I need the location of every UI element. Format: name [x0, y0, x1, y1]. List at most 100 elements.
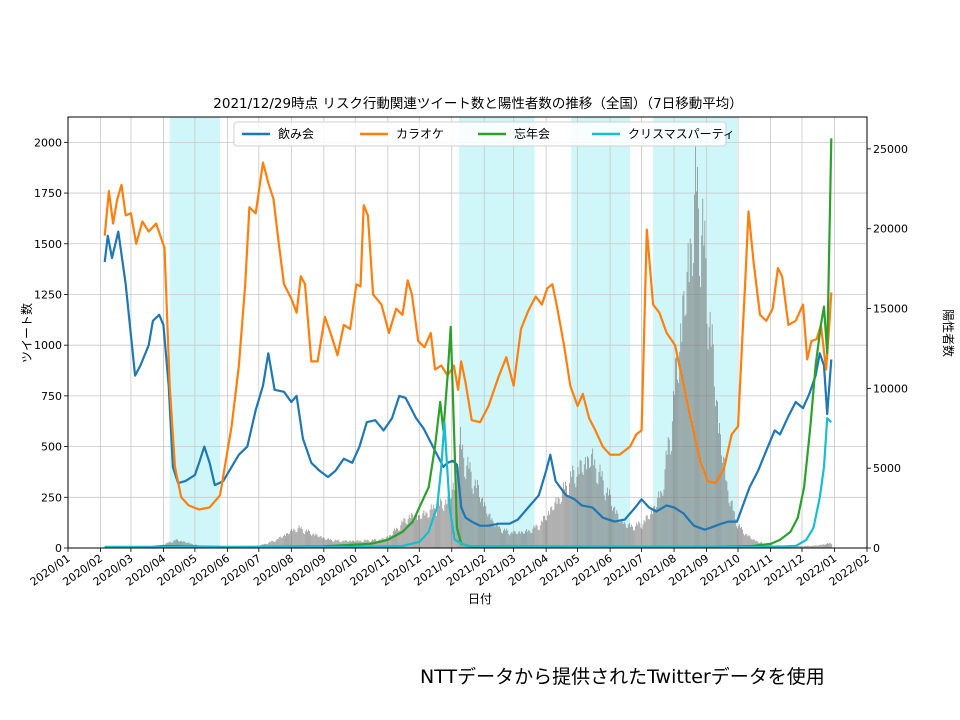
case-bar	[380, 540, 382, 548]
case-bar	[434, 515, 436, 548]
case-bar	[644, 521, 646, 548]
y-tick-label: 750	[41, 390, 62, 403]
case-bar	[830, 543, 832, 548]
case-bar	[470, 471, 472, 548]
case-bar	[270, 541, 272, 548]
case-bar	[606, 487, 608, 548]
case-bar	[695, 146, 696, 549]
case-bar	[180, 541, 181, 548]
case-bar	[692, 263, 694, 548]
case-bar	[395, 530, 396, 548]
case-bar	[313, 533, 315, 548]
case-bar	[377, 541, 379, 548]
y2-tick-label: 10000	[873, 382, 908, 395]
case-bar	[466, 465, 468, 548]
case-bar	[805, 545, 806, 548]
case-bar	[269, 541, 271, 548]
case-bar	[825, 544, 826, 548]
case-bar	[581, 472, 583, 548]
case-bar	[403, 517, 405, 548]
case-bar	[609, 489, 610, 548]
case-bar	[431, 509, 433, 548]
case-bar	[404, 518, 406, 548]
case-bar	[819, 544, 821, 548]
case-bar	[687, 243, 689, 548]
case-bar	[438, 502, 439, 548]
case-bar	[296, 532, 298, 548]
case-bar	[678, 383, 680, 548]
case-bar	[525, 530, 526, 548]
case-bar	[500, 528, 501, 548]
case-bar	[708, 327, 710, 548]
case-bar	[713, 386, 715, 548]
case-bar	[502, 533, 503, 548]
case-bar	[594, 459, 596, 548]
case-bar	[519, 533, 521, 548]
case-bar	[385, 537, 387, 548]
case-bar	[318, 537, 320, 548]
case-bar	[433, 508, 435, 548]
case-bar	[632, 526, 633, 548]
y-tick-label: 0	[55, 542, 62, 555]
case-bar	[725, 480, 727, 548]
case-bar	[308, 529, 309, 548]
case-bar	[535, 524, 537, 548]
case-bar	[302, 533, 304, 548]
case-bar	[542, 515, 544, 548]
case-bar	[544, 515, 545, 548]
case-bar	[625, 527, 627, 548]
case-bar	[550, 507, 552, 548]
case-bar	[617, 513, 619, 548]
case-bar	[168, 541, 170, 548]
case-bar	[169, 541, 171, 548]
case-bar	[417, 519, 418, 548]
case-bar	[551, 506, 553, 548]
case-bar	[369, 541, 371, 548]
case-bar	[285, 535, 286, 548]
case-bar	[557, 497, 559, 548]
case-bar	[483, 506, 485, 548]
case-bar	[303, 534, 305, 548]
case-bar	[820, 545, 822, 548]
case-bar	[614, 506, 616, 548]
case-bar	[796, 545, 798, 548]
case-bar	[582, 474, 584, 548]
case-bar	[753, 539, 755, 548]
case-bar	[386, 536, 388, 548]
case-bar	[337, 539, 339, 548]
case-bar	[507, 530, 509, 548]
case-bar	[335, 539, 337, 548]
case-bar	[742, 529, 744, 548]
case-bar	[827, 543, 828, 548]
case-bar	[393, 531, 394, 548]
case-bar	[570, 471, 572, 548]
case-bar	[177, 539, 178, 548]
case-bar	[280, 537, 282, 548]
case-bar	[592, 448, 594, 548]
case-bar	[634, 530, 636, 548]
case-bar	[424, 515, 426, 548]
case-bar	[661, 492, 663, 548]
case-bar	[662, 495, 664, 548]
case-bar	[812, 545, 814, 548]
case-bar	[481, 498, 482, 548]
case-bar	[534, 527, 536, 548]
case-bar	[728, 502, 730, 548]
case-bar	[613, 507, 615, 548]
case-bar	[334, 540, 336, 548]
case-bar	[279, 536, 281, 548]
case-bar	[667, 436, 669, 548]
case-bar	[811, 545, 813, 548]
case-bar	[510, 533, 512, 548]
case-bar	[178, 541, 179, 548]
case-bar	[297, 528, 299, 548]
case-bar	[652, 514, 653, 548]
case-bar	[311, 535, 313, 548]
case-bar	[183, 541, 185, 548]
case-bar	[591, 454, 593, 548]
case-bar	[394, 528, 395, 548]
case-bar	[623, 521, 625, 548]
case-bar	[724, 458, 726, 548]
case-bar	[680, 323, 682, 548]
y-tick-label: 1750	[34, 187, 62, 200]
